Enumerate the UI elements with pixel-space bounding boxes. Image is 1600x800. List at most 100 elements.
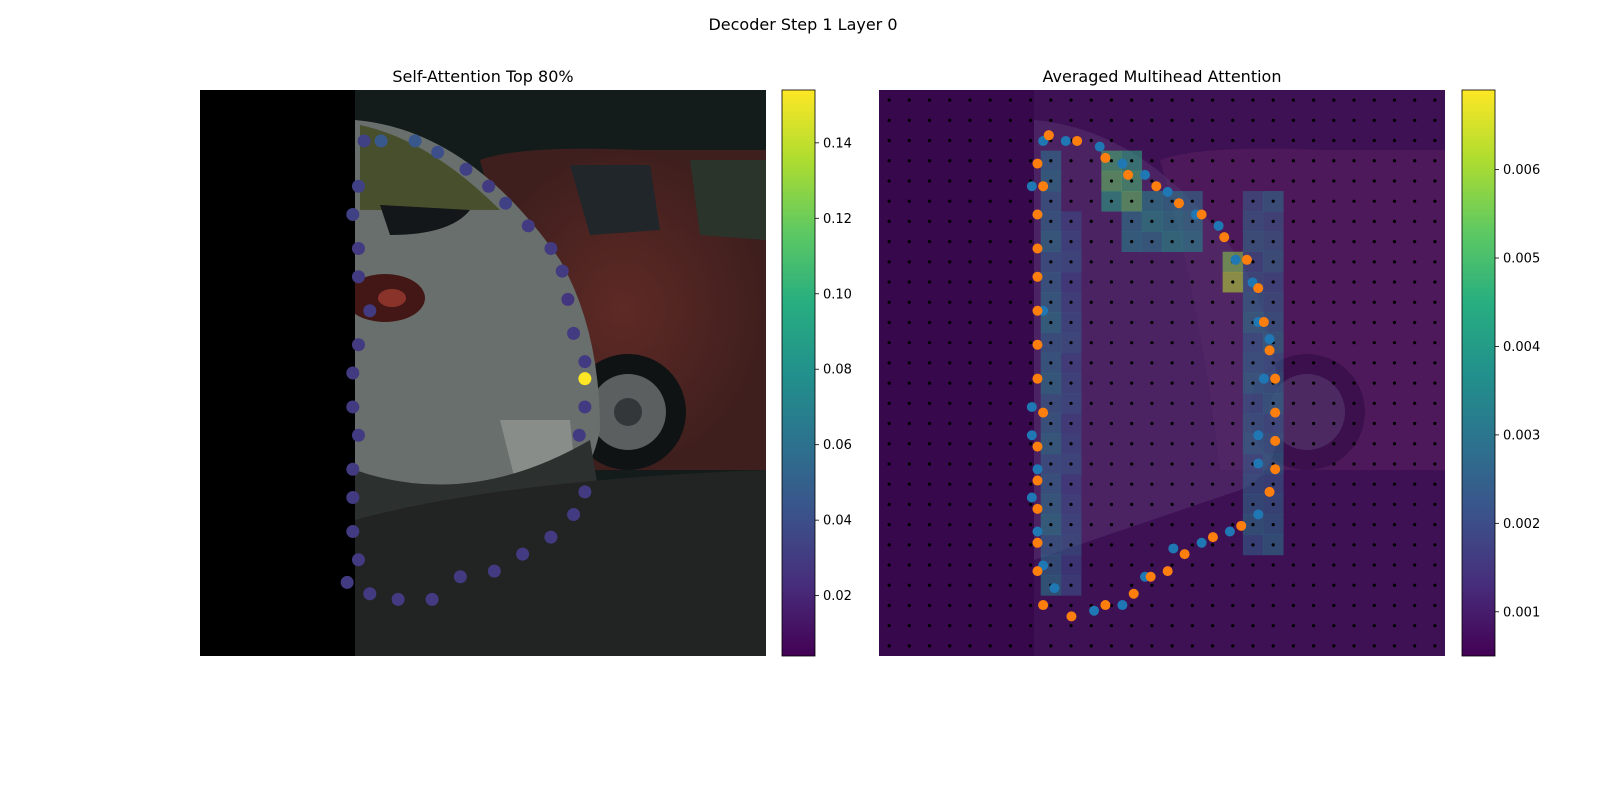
reference-dot: [1251, 300, 1255, 304]
reference-dot: [1130, 320, 1134, 325]
panel1-colorbar: [781, 89, 816, 657]
reference-dot: [1170, 98, 1174, 102]
reference-dot: [1291, 583, 1295, 587]
reference-dot: [1291, 138, 1295, 143]
reference-dot: [1332, 280, 1336, 284]
reference-dot: [1150, 462, 1154, 466]
reference-dot: [887, 624, 891, 628]
reference-dot: [1190, 361, 1194, 365]
reference-dot: [1190, 260, 1194, 264]
reference-dot: [1029, 260, 1033, 264]
reference-dot: [1049, 240, 1053, 244]
reference-dot: [907, 543, 911, 547]
reference-dot: [1271, 563, 1275, 567]
orange-series-point: [1145, 571, 1156, 582]
reference-dot: [1008, 563, 1012, 567]
reference-dot: [1231, 159, 1235, 163]
attention-point: [516, 547, 530, 561]
reference-dot: [927, 159, 932, 163]
blue-series-point: [1213, 220, 1224, 231]
reference-dot: [1291, 502, 1295, 506]
reference-dot: [1251, 219, 1255, 223]
reference-dot: [1089, 482, 1093, 486]
reference-dot: [1413, 644, 1417, 648]
reference-dot: [1130, 199, 1134, 203]
reference-dot: [968, 260, 972, 264]
reference-dot: [1008, 442, 1012, 446]
reference-dot: [1352, 644, 1356, 648]
reference-dot: [1312, 199, 1316, 203]
reference-dot: [1190, 118, 1194, 122]
panel1-colorbar-tick-label: 0.08: [823, 363, 852, 378]
reference-dot: [1433, 199, 1437, 203]
reference-dot: [1231, 401, 1235, 405]
reference-dot: [1069, 219, 1073, 223]
panel2-colorbar-tick-label: 0.002: [1503, 517, 1540, 532]
reference-dot: [1392, 341, 1397, 345]
reference-dot: [1069, 644, 1073, 648]
reference-dot: [1089, 381, 1093, 385]
reference-dot: [1392, 138, 1397, 143]
blue-series-point: [1264, 334, 1275, 345]
reference-dot: [1109, 341, 1114, 345]
reference-dot: [887, 421, 891, 426]
reference-dot: [1312, 442, 1316, 446]
reference-dot: [1231, 644, 1235, 648]
reference-dot: [1413, 179, 1417, 183]
reference-dot: [1251, 341, 1255, 345]
reference-dot: [1170, 502, 1174, 506]
attention-point: [346, 462, 360, 476]
reference-dot: [1089, 300, 1093, 304]
reference-dot: [1231, 320, 1235, 325]
blue-series-point: [1253, 458, 1264, 469]
attention-point: [567, 326, 581, 340]
reference-dot: [1271, 320, 1275, 325]
panel1-colorbar-tick-label: 0.14: [823, 136, 852, 151]
reference-dot: [1069, 361, 1073, 365]
reference-dot: [1029, 280, 1033, 284]
reference-dot: [1332, 583, 1336, 587]
reference-dot: [1210, 442, 1215, 446]
reference-dot: [1109, 462, 1114, 466]
orange-series-point: [1032, 475, 1043, 486]
reference-dot: [887, 98, 891, 102]
reference-dot: [988, 583, 992, 587]
reference-dot: [1291, 300, 1295, 304]
reference-dot: [1150, 138, 1154, 143]
attention-point: [408, 134, 422, 148]
reference-dot: [1291, 381, 1295, 385]
blue-series-point: [1026, 430, 1037, 441]
reference-dot: [1049, 401, 1053, 405]
reference-dot: [988, 320, 992, 325]
reference-dot: [1392, 199, 1397, 203]
reference-dot: [1190, 462, 1194, 466]
reference-dot: [1130, 624, 1134, 628]
reference-dot: [1251, 381, 1255, 385]
reference-dot: [1029, 138, 1033, 143]
reference-dot: [1008, 199, 1012, 203]
reference-dot: [887, 280, 891, 284]
reference-dot: [1231, 361, 1235, 365]
reference-dot: [1029, 583, 1033, 587]
reference-dot: [1069, 260, 1073, 264]
reference-dot: [1392, 523, 1397, 527]
reference-dot: [1413, 603, 1417, 608]
attention-point: [374, 134, 388, 148]
reference-dot: [907, 118, 911, 122]
orange-series-point: [1162, 566, 1173, 577]
reference-dot: [988, 98, 992, 102]
reference-dot: [927, 280, 932, 284]
reference-dot: [1231, 300, 1235, 304]
reference-dot: [1251, 624, 1255, 628]
orange-series-point: [1264, 486, 1275, 497]
reference-dot: [1190, 381, 1194, 385]
orange-series-point: [1270, 435, 1281, 446]
blue-series-point: [1253, 509, 1264, 520]
reference-dot: [1150, 624, 1154, 628]
reference-dot: [1008, 320, 1012, 325]
reference-dot: [1029, 442, 1033, 446]
reference-dot: [988, 199, 992, 203]
reference-dot: [1049, 502, 1053, 506]
reference-dot: [1413, 401, 1417, 405]
reference-dot: [1332, 118, 1336, 122]
